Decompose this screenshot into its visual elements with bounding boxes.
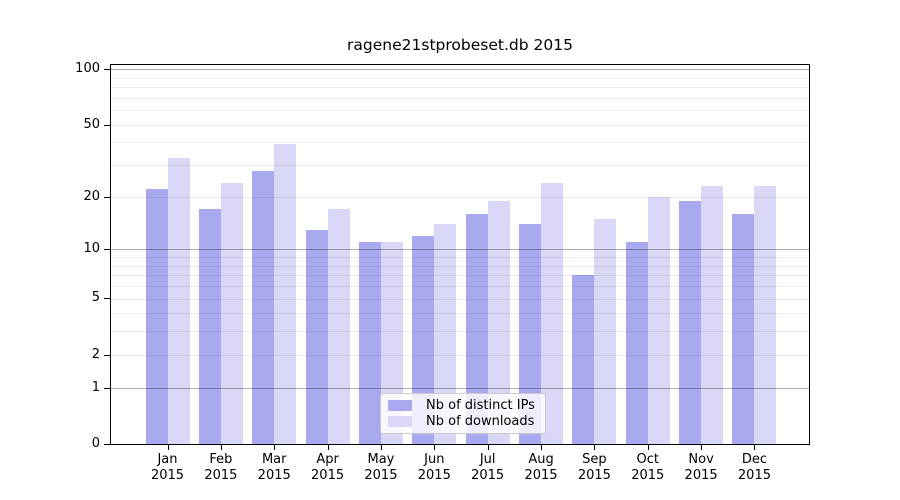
y-tick-label-1: 1 (91, 379, 100, 395)
y-tick-mark (104, 387, 110, 389)
y-tick-mark (104, 249, 110, 251)
gridline-100 (111, 69, 809, 71)
x-tick-label-apr: Apr 2015 (311, 452, 345, 483)
bar-downloads-nov (701, 185, 724, 444)
y-tick-label-2: 2 (91, 346, 100, 362)
bar-distinct-ips-sep (572, 275, 595, 444)
gridline-4 (111, 313, 809, 315)
bar-downloads-mar (274, 144, 297, 444)
x-tick-mark (274, 445, 276, 450)
gridline-7 (111, 275, 809, 277)
bar-distinct-ips-may (358, 242, 381, 444)
x-tick-mark (380, 445, 382, 450)
gridline-40 (111, 142, 809, 144)
y-tick-mark (104, 196, 110, 198)
gridline-30 (111, 165, 809, 167)
gridline-3 (111, 331, 809, 333)
bar-distinct-ips-feb (198, 209, 221, 444)
x-tick-label-may: May 2015 (364, 452, 398, 483)
x-tick-label-dec: Dec 2015 (737, 452, 771, 483)
gridline-5 (111, 298, 809, 300)
gridline-6 (111, 286, 809, 287)
gridline-60 (111, 110, 809, 112)
bar-downloads-feb (220, 182, 243, 444)
gridline-70 (111, 97, 809, 99)
x-tick-label-jan: Jan 2015 (150, 452, 185, 483)
gridline-10 (111, 249, 809, 251)
x-tick-mark (220, 445, 222, 450)
bar-downloads-apr (327, 209, 350, 444)
bar-distinct-ips-jan (145, 189, 168, 444)
x-tick-mark (487, 445, 489, 450)
gridline-2 (111, 354, 809, 356)
x-tick-label-jul: Jul 2015 (471, 452, 505, 483)
bar-distinct-ips-jun (412, 235, 435, 444)
plot-area (110, 64, 810, 445)
bar-distinct-ips-mar (252, 170, 275, 444)
y-tick-mark (104, 124, 110, 126)
gridline-8 (111, 265, 809, 267)
bar-distinct-ips-jul (465, 213, 488, 444)
bar-distinct-ips-aug (519, 224, 542, 444)
bar-downloads-aug (541, 182, 564, 444)
x-tick-mark (327, 445, 329, 450)
x-tick-mark (647, 445, 649, 450)
chart-title: ragene21stprobeset.db 2015 (347, 36, 573, 54)
bar-downloads-sep (594, 218, 617, 444)
legend-row-distinct-ips: Nb of distinct IPs (388, 398, 538, 413)
bar-downloads-dec (754, 185, 777, 444)
bar-distinct-ips-dec (732, 213, 755, 444)
legend-label-downloads: Nb of downloads (426, 414, 535, 429)
legend-swatch-distinct-ips (388, 400, 412, 411)
y-tick-label-50: 50 (83, 116, 100, 132)
y-tick-mark (104, 69, 110, 71)
x-tick-label-feb: Feb 2015 (204, 452, 238, 483)
bar-distinct-ips-apr (305, 229, 328, 444)
x-tick-mark (754, 445, 756, 450)
x-tick-mark (434, 445, 436, 450)
bar-downloads-jan (167, 157, 190, 444)
y-tick-label-100: 100 (75, 61, 100, 77)
x-tick-label-nov: Nov 2015 (684, 452, 718, 483)
gridline-90 (111, 77, 809, 79)
bar-distinct-ips-oct (625, 242, 648, 444)
y-tick-label-10: 10 (83, 241, 100, 257)
y-tick-mark (104, 444, 110, 445)
legend-label-distinct-ips: Nb of distinct IPs (426, 398, 535, 413)
x-tick-mark (701, 445, 703, 450)
x-tick-label-jun: Jun 2015 (417, 452, 451, 483)
gridline-80 (111, 87, 809, 89)
gridline-9 (111, 257, 809, 258)
legend-row-downloads: Nb of downloads (388, 414, 538, 429)
legend: Nb of distinct IPs Nb of downloads (380, 393, 546, 434)
bar-distinct-ips-nov (679, 200, 702, 444)
x-tick-mark (541, 445, 543, 450)
bar-downloads-jul (487, 200, 510, 444)
x-tick-label-oct: Oct 2015 (631, 452, 665, 483)
y-tick-label-0: 0 (91, 436, 100, 451)
x-tick-mark (594, 445, 596, 450)
bar-downloads-oct (647, 196, 670, 444)
gridline-1 (111, 387, 809, 389)
gridline-50 (111, 124, 809, 126)
x-tick-label-aug: Aug 2015 (524, 452, 558, 483)
y-tick-mark (104, 354, 110, 356)
gridline-20 (111, 196, 809, 198)
y-tick-mark (104, 298, 110, 300)
x-tick-label-mar: Mar 2015 (257, 452, 291, 483)
legend-swatch-downloads (388, 416, 412, 427)
y-tick-label-5: 5 (91, 290, 100, 306)
bar-downloads-jun (434, 224, 457, 444)
y-tick-label-20: 20 (83, 188, 100, 204)
x-tick-mark (167, 445, 169, 450)
x-tick-label-sep: Sep 2015 (577, 452, 611, 483)
